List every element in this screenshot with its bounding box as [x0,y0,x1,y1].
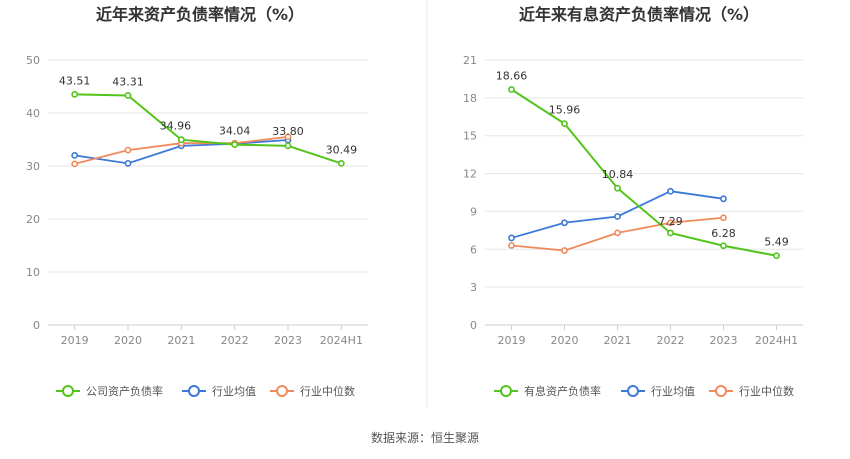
legend-label: 有息资产负债率 [524,384,601,398]
data-point [720,195,727,203]
data-label: 34.96 [160,120,192,133]
data-point [561,247,568,254]
x-tick-label: 2023 [710,334,738,347]
legend-marker [715,385,727,397]
data-point [124,92,132,99]
chart-interest-bearing-debt-ratio: 近年来有息资产负债率情况（%） 0 3 6 9 12 15 18 21 2019 2020 2021 2… [463,5,803,398]
series-line-0 [510,88,777,257]
legend-label: 行业中位数 [300,384,355,398]
y-tick-label: 50 [26,54,40,67]
chart-title: 近年来有息资产负债率情况（%） [519,5,759,24]
chart-title: 近年来资产负债率情况（%） [96,5,304,24]
y-tick-label: 12 [463,168,477,181]
legend-item[interactable]: 有息资产负债率 [494,384,601,398]
y-tick-label: 15 [463,130,477,143]
data-point [124,146,132,154]
data-point [614,213,621,220]
data-point [508,234,515,242]
y-tick-label: 9 [470,205,477,218]
x-tick-label: 2020 [551,334,579,347]
legend-label: 行业均值 [212,385,256,398]
data-point [71,160,79,168]
data-point [667,219,674,227]
data-label: 43.31 [112,75,144,88]
x-tick-label: 2019 [498,334,526,347]
data-point [561,219,568,227]
y-tick-label: 3 [470,281,477,294]
y-tick-label: 30 [26,160,40,173]
data-point [337,160,345,167]
data-point [284,142,292,150]
legend-label: 行业中位数 [739,384,794,398]
x-tick-label: 2020 [114,334,142,347]
data-point [720,214,727,222]
x-tick-label: 2019 [61,334,89,347]
x-tick-label: 2022 [657,334,685,347]
legend-marker [62,385,74,397]
data-point [177,136,185,144]
x-tick-label: 2021 [604,334,632,347]
data-label: 34.04 [219,125,251,138]
data-point [508,242,515,249]
y-tick-label: 0 [470,319,477,332]
y-tick-label: 20 [26,213,40,226]
data-label: 15.96 [549,104,581,117]
y-tick-label: 18 [463,92,477,105]
data-point [614,229,621,237]
data-label: 33.80 [272,125,304,138]
data-point [773,252,780,260]
data-point [124,159,132,167]
data-label: 43.51 [59,74,91,87]
data-point [561,120,568,127]
legend-item[interactable]: 公司资产负债率 [56,384,163,398]
data-point [667,229,674,237]
legend-item[interactable]: 行业均值 [182,385,256,398]
y-tick-label: 10 [26,266,40,279]
legend-item[interactable]: 行业中位数 [709,384,794,398]
chart-debt-ratio: 近年来资产负债率情况（%） 0 10 20 30 40 50 2019 2020 2021 2022… [26,5,368,398]
x-tick-label: 2024H1 [320,334,363,347]
y-tick-label: 6 [470,243,477,256]
legend-marker [276,385,288,397]
data-point [508,86,515,93]
legend-label: 公司资产负债率 [86,384,163,398]
data-label: 7.29 [658,215,683,228]
data-point [284,133,292,141]
data-point [71,90,79,98]
y-tick-label: 21 [463,54,477,67]
data-label: 30.49 [326,143,358,156]
y-tick-label: 0 [33,319,40,332]
y-tick-label: 40 [26,107,40,120]
x-tick-label: 2024H1 [755,334,798,347]
x-tick-label: 2022 [221,334,249,347]
legend-label: 行业均值 [651,385,695,398]
legend-marker [627,385,639,397]
source-note: 数据来源：恒生聚源 [371,430,479,445]
data-label: 10.84 [602,168,634,181]
data-label: 18.66 [496,70,528,83]
legend-item[interactable]: 行业均值 [621,385,695,398]
legend-marker [188,385,200,397]
series-line-0 [74,93,342,165]
data-point [667,187,674,195]
data-label: 6.28 [711,227,736,240]
legend-marker [500,385,512,397]
data-point [720,242,727,250]
x-tick-label: 2021 [167,334,195,347]
data-point [231,141,239,148]
data-point [71,151,79,159]
data-label: 5.49 [764,236,789,249]
data-point [614,184,621,192]
legend-item[interactable]: 行业中位数 [270,384,355,398]
x-tick-label: 2023 [274,334,302,347]
